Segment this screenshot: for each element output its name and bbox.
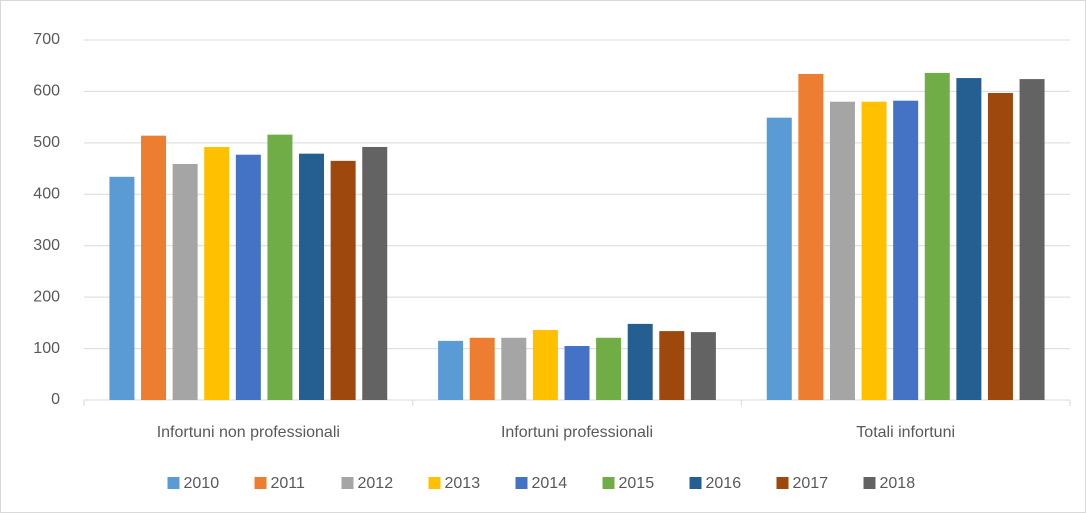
legend-swatch [863, 477, 876, 489]
bar [141, 135, 167, 400]
legend-swatch [167, 477, 180, 489]
x-tick-label: Infortuni professionali [501, 424, 653, 441]
legend-label: 2013 [445, 475, 481, 492]
legend-swatch [428, 477, 441, 489]
legend-label: 2012 [358, 475, 394, 492]
bar [235, 154, 261, 400]
bar [204, 146, 230, 400]
bar [362, 146, 388, 400]
y-tick-label: 0 [51, 391, 60, 408]
bar [924, 72, 950, 401]
bar [956, 78, 982, 401]
y-tick-label: 400 [33, 186, 60, 203]
legend-swatch [515, 477, 528, 489]
legend-swatch [254, 477, 267, 489]
bar [659, 331, 685, 400]
y-tick-label: 700 [33, 31, 60, 48]
bar [627, 323, 653, 400]
bar [798, 73, 824, 400]
bar [766, 117, 792, 401]
y-tick-label: 600 [33, 83, 60, 100]
bar [829, 101, 855, 400]
legend-label: 2016 [706, 475, 742, 492]
bar [172, 163, 198, 400]
legend-swatch [602, 477, 615, 489]
y-tick-label: 100 [33, 340, 60, 357]
bar [438, 340, 464, 400]
legend-label: 2015 [619, 475, 655, 492]
legend-label: 2014 [532, 475, 568, 492]
x-tick-label: Infortuni non professionali [157, 424, 340, 441]
bar [690, 332, 716, 400]
bar [564, 346, 590, 400]
bar [893, 100, 919, 400]
legend-label: 2018 [880, 475, 916, 492]
bar [299, 153, 325, 400]
bar [861, 101, 887, 400]
bar [596, 337, 622, 400]
y-tick-label: 500 [33, 134, 60, 151]
bar [501, 337, 527, 400]
bar [267, 134, 293, 400]
bar [1019, 79, 1045, 400]
y-tick-label: 300 [33, 237, 60, 254]
x-tick-label: Totali infortuni [856, 424, 955, 441]
bar [987, 92, 1013, 400]
bar [469, 337, 495, 400]
bar [109, 176, 135, 400]
legend-label: 2010 [184, 475, 220, 492]
legend-swatch [341, 477, 354, 489]
legend-label: 2011 [271, 475, 306, 492]
legend-label: 2017 [793, 475, 829, 492]
bar [532, 330, 558, 400]
legend-swatch [776, 477, 789, 489]
y-tick-label: 200 [33, 288, 60, 305]
legend-swatch [689, 477, 702, 489]
bar [330, 160, 356, 400]
